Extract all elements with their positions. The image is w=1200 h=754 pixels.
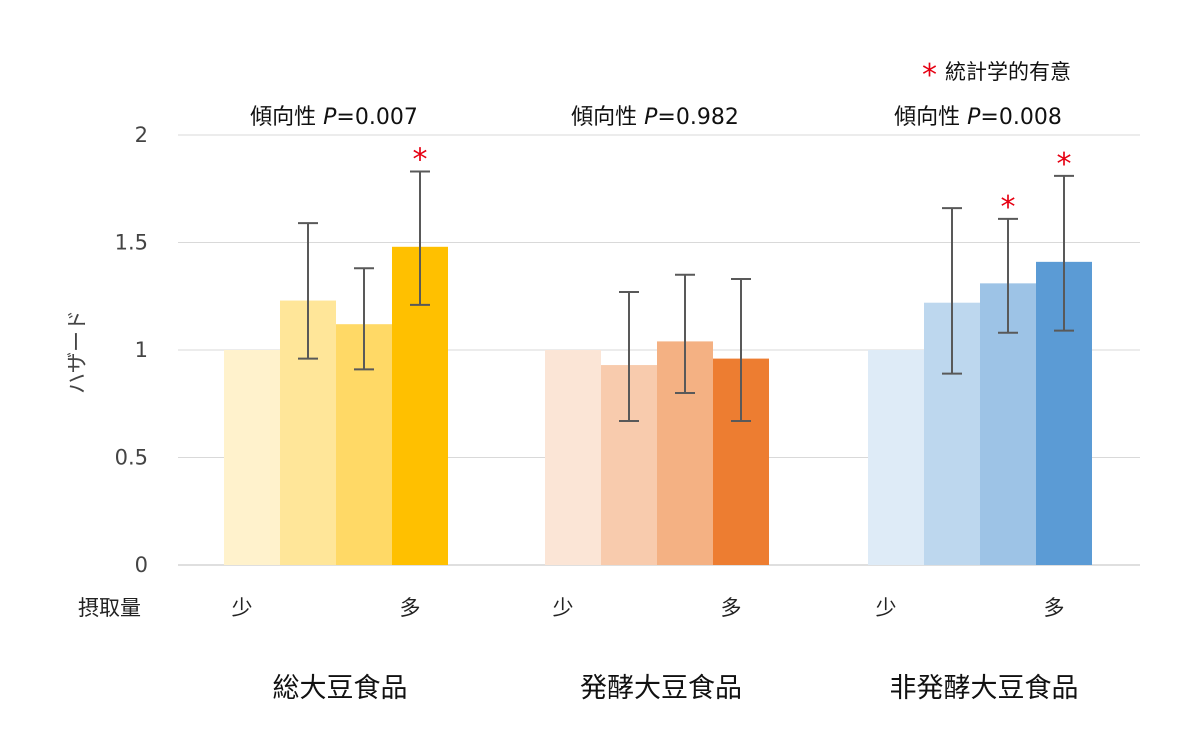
intake-high-label: 多 — [1044, 596, 1065, 620]
intake-low-label: 少 — [553, 596, 574, 620]
group-label: 総大豆食品 — [273, 673, 408, 704]
trend-p-label: 傾向性 P=0.007 — [250, 105, 418, 130]
y-tick-label: 0.5 — [115, 446, 148, 470]
significance-star: * — [1057, 147, 1072, 182]
significance-legend-star: * — [922, 58, 937, 93]
trend-p-value: =0.007 — [336, 105, 417, 130]
trend-p-label: 傾向性 P=0.982 — [571, 105, 739, 130]
trend-p-symbol: P — [323, 105, 337, 130]
trend-p-value: =0.008 — [980, 105, 1061, 130]
y-tick-label: 0 — [135, 553, 148, 577]
trend-p-label: 傾向性 P=0.008 — [894, 105, 1062, 130]
bar — [224, 350, 280, 565]
bar — [868, 350, 924, 565]
significance-star: * — [413, 143, 428, 178]
intake-label: 摂取量 — [78, 596, 141, 620]
bar — [545, 350, 601, 565]
intake-low-label: 少 — [232, 596, 253, 620]
trend-prefix: 傾向性 — [894, 105, 967, 130]
intake-high-label: 多 — [400, 596, 421, 620]
significance-star: * — [1001, 190, 1016, 225]
trend-p-symbol: P — [967, 105, 981, 130]
y-tick-label: 1.5 — [115, 231, 148, 255]
y-axis-label: ハザード — [65, 310, 89, 394]
trend-prefix: 傾向性 — [571, 105, 644, 130]
group-label: 非発酵大豆食品 — [890, 673, 1079, 704]
group-label: 発酵大豆食品 — [580, 673, 742, 704]
intake-high-label: 多 — [721, 596, 742, 620]
trend-p-value: =0.982 — [657, 105, 738, 130]
y-tick-label: 1 — [135, 338, 148, 362]
y-tick-label: 2 — [135, 123, 148, 147]
trend-p-symbol: P — [644, 105, 658, 130]
trend-prefix: 傾向性 — [250, 105, 323, 130]
intake-low-label: 少 — [876, 596, 897, 620]
significance-legend-text: 統計学的有意 — [945, 60, 1071, 84]
